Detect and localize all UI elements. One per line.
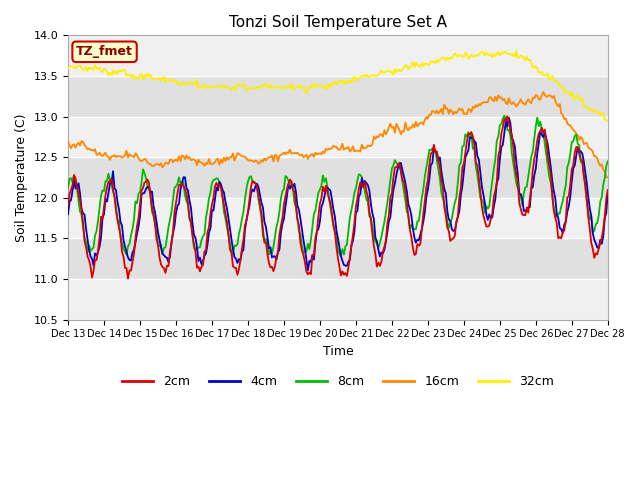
X-axis label: Time: Time (323, 345, 353, 358)
Legend: 2cm, 4cm, 8cm, 16cm, 32cm: 2cm, 4cm, 8cm, 16cm, 32cm (117, 370, 559, 393)
Bar (68, 198, 608, 239)
Bar (68, 279, 608, 320)
Title: Tonzi Soil Temperature Set A: Tonzi Soil Temperature Set A (229, 15, 447, 30)
Bar (68, 117, 608, 157)
Y-axis label: Soil Temperature (C): Soil Temperature (C) (15, 113, 28, 242)
Text: TZ_fmet: TZ_fmet (76, 45, 133, 58)
Bar (68, 36, 608, 76)
